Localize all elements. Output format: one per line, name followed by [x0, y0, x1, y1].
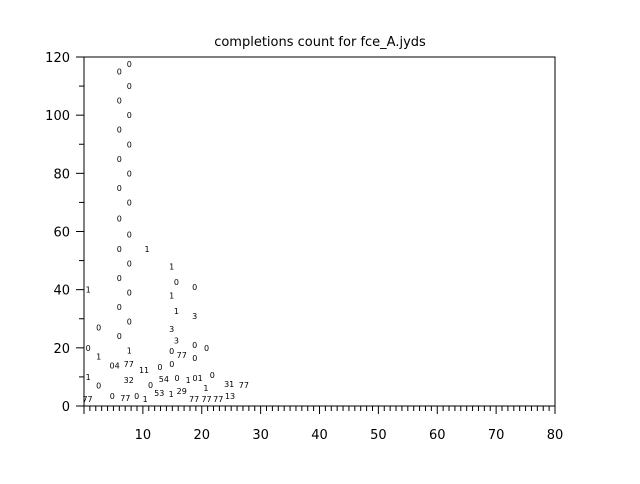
point-label: 0 — [127, 140, 132, 149]
y-tick-label: 60 — [53, 226, 70, 241]
point-label: 01 — [193, 374, 203, 383]
point-label: 0 — [110, 392, 115, 401]
x-tick-label: 20 — [193, 428, 210, 443]
point-label: 0 — [117, 126, 122, 135]
x-tick-label: 30 — [252, 428, 269, 443]
point-label: 29 — [177, 387, 187, 396]
point-label: 1 — [86, 286, 91, 295]
x-tick-label: 50 — [370, 428, 387, 443]
point-label: 77 — [120, 394, 130, 403]
point-label: 0 — [192, 283, 197, 292]
point-label: 0 — [96, 382, 101, 391]
y-tick-label: 20 — [53, 342, 70, 357]
point-label: 1 — [203, 384, 208, 393]
point-label: 0 — [96, 323, 101, 332]
point-label: 0 — [174, 374, 179, 383]
x-tick-label: 10 — [135, 428, 152, 443]
point-label: 1 — [96, 353, 101, 362]
point-label: 0 — [117, 68, 122, 77]
point-label: 0 — [117, 97, 122, 106]
point-label: 1 — [169, 291, 174, 300]
y-tick-label: 40 — [53, 284, 70, 299]
point-label: 0 — [127, 318, 132, 327]
point-label: 13 — [225, 392, 235, 401]
point-label: 0 — [192, 354, 197, 363]
point-label: 3 — [192, 312, 197, 321]
point-label: 0 — [127, 198, 132, 207]
point-label: 0 — [117, 155, 122, 164]
point-label: 77 — [189, 395, 199, 404]
x-tick-label: 60 — [429, 428, 446, 443]
point-label: 0 — [169, 347, 174, 356]
point-label: 0 — [117, 274, 122, 283]
point-label: 0 — [117, 332, 122, 341]
point-label: 77 — [82, 395, 92, 404]
point-label: 0 — [86, 344, 91, 353]
point-label: 77 — [239, 381, 249, 390]
point-label: 0 — [117, 245, 122, 254]
point-label: 1 — [127, 347, 132, 356]
point-label: 0 — [127, 289, 132, 298]
y-tick-label: 100 — [45, 109, 70, 124]
point-label: 1 — [169, 390, 174, 399]
plot-frame — [83, 56, 556, 407]
point-label: 3 — [174, 336, 179, 345]
point-label: 1 — [143, 395, 148, 404]
point-label: 0 — [134, 392, 139, 401]
point-label: 11 — [139, 366, 149, 375]
point-label: 0 — [117, 214, 122, 223]
point-label: 0 — [157, 363, 162, 372]
point-label: 77 — [213, 395, 223, 404]
y-tick-label: 120 — [45, 51, 70, 66]
point-label: 0 — [204, 344, 209, 353]
point-label: 32 — [124, 376, 134, 385]
point-label: 0 — [148, 381, 153, 390]
point-label: 0 — [127, 259, 132, 268]
y-tick-label: 0 — [62, 400, 70, 415]
point-label: 0 — [127, 82, 132, 91]
point-label: 0 — [192, 341, 197, 350]
point-label: 0 — [174, 278, 179, 287]
y-tick-label: 80 — [53, 167, 70, 182]
point-label: 1 — [186, 376, 191, 385]
point-label: 0 — [127, 60, 132, 69]
point-label: 31 — [224, 380, 234, 389]
point-label: 77 — [201, 395, 211, 404]
point-label: 0 — [127, 169, 132, 178]
point-label: 0 — [210, 371, 215, 380]
point-label: 54 — [159, 375, 169, 384]
point-label: 0 — [127, 230, 132, 239]
point-label: 53 — [154, 389, 164, 398]
chart-title: completions count for fce_A.jyds — [214, 35, 426, 50]
point-label: 1 — [174, 307, 179, 316]
x-tick-label: 80 — [547, 428, 564, 443]
point-label: 0 — [169, 360, 174, 369]
point-label: 1 — [144, 245, 149, 254]
point-label: 0 — [117, 184, 122, 193]
point-label: 1 — [169, 262, 174, 271]
point-label: 1 — [86, 373, 91, 382]
x-tick-label: 70 — [488, 428, 505, 443]
point-label: 77 — [124, 360, 134, 369]
point-label: 0 — [117, 303, 122, 312]
point-label: 04 — [110, 361, 120, 370]
point-label: 0 — [127, 111, 132, 120]
point-label: 3 — [169, 325, 174, 334]
point-label: 77 — [177, 351, 187, 360]
x-tick-label: 40 — [311, 428, 328, 443]
